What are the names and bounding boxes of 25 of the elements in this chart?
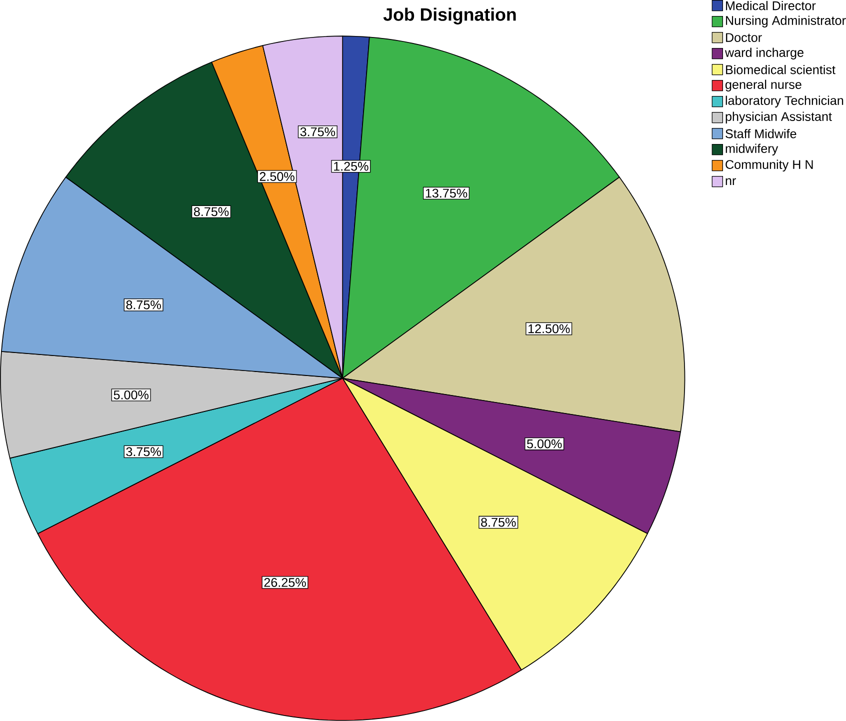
data-label: 12.50% — [528, 324, 570, 334]
legend-label: Medical Director — [726, 1, 816, 10]
legend-label: Biomedical scientist — [726, 65, 836, 74]
legend-label: general nurse — [726, 80, 802, 92]
data-label: 26.25% — [264, 578, 306, 587]
data-label: 5.00% — [114, 390, 148, 400]
legend-label: Nursing Administrator — [726, 16, 846, 28]
legend-label: Community H N — [726, 160, 813, 172]
data-label: 3.75% — [126, 447, 161, 456]
data-label: 3.75% — [300, 127, 336, 136]
legend-label: midwifery — [726, 144, 778, 156]
legend-label: Doctor — [726, 33, 762, 42]
legend-label: ward incharge — [724, 48, 804, 60]
data-label: 2.50% — [260, 172, 294, 182]
data-label: 8.75% — [481, 518, 516, 527]
data-label: 8.75% — [126, 300, 161, 310]
data-label: 8.75% — [194, 207, 229, 216]
legend-label: nr — [726, 178, 736, 186]
legend-label: Staff Midwife — [726, 129, 796, 138]
legend-label: physician Assistant — [726, 112, 832, 124]
data-label: 1.25% — [334, 162, 368, 171]
chart-title: Job Disignation — [383, 8, 516, 25]
data-label: 5.00% — [527, 439, 562, 448]
legend-label: laboratory Technician — [726, 96, 844, 108]
data-label: 13.75% — [426, 188, 468, 198]
